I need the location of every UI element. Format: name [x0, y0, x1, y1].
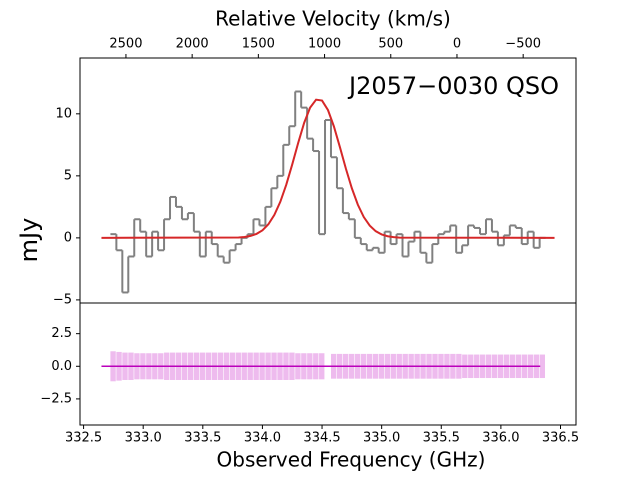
- x2-tick-label: 2000: [176, 37, 209, 52]
- axes-frame: [79, 302, 577, 426]
- x-tick-label: 334.5: [303, 431, 340, 446]
- y-tick-label: 0: [64, 230, 72, 245]
- x2-tick-label: 0: [453, 37, 461, 52]
- x2-tick-label: 1000: [308, 37, 341, 52]
- x-tick-label: 335.5: [423, 431, 460, 446]
- y-tick-label: 2.5: [51, 326, 72, 341]
- noise-band: [539, 354, 545, 379]
- x-tick-label: 335.0: [363, 431, 400, 446]
- x-axis-label: Observed Frequency (GHz): [217, 448, 486, 472]
- spectrum-riser: [115, 91, 541, 293]
- x-tick-label: 336.0: [482, 431, 519, 446]
- x-tick-label: 334.0: [244, 431, 281, 446]
- x-tick-label: 332.5: [65, 431, 102, 446]
- x-tick-label: 333.5: [184, 431, 221, 446]
- y-tick-label: −2.5: [40, 391, 72, 406]
- fit-line: [101, 98, 555, 239]
- x2-tick-label: 500: [378, 37, 403, 52]
- x2-tick-label: 1500: [242, 37, 275, 52]
- y-tick-label: 5: [64, 168, 72, 183]
- x2-tick-label: 2500: [109, 37, 142, 52]
- y-tick-label: 10: [55, 106, 72, 121]
- x-tick-label: 333.0: [125, 431, 162, 446]
- x-tick-label: 336.5: [542, 431, 579, 446]
- x2-tick-label: −500: [505, 37, 541, 52]
- y-axis-label: mJy: [15, 218, 43, 263]
- annotation: J2057−0030 QSO: [347, 72, 559, 100]
- y-tick-label: 0.0: [51, 359, 72, 374]
- y-tick-label: −5: [53, 292, 72, 307]
- top-axis-label: Relative Velocity (km/s): [215, 7, 451, 31]
